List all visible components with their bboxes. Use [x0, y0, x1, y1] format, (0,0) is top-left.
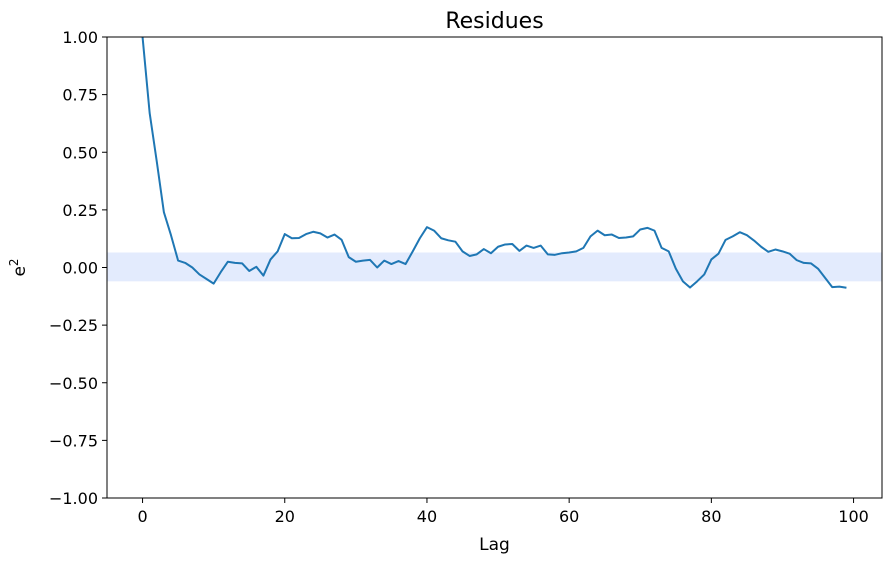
y-tick-label: −1.00 — [49, 489, 98, 508]
x-tick-label: 100 — [838, 507, 869, 526]
plot-area — [107, 37, 882, 289]
y-axis-label-base: e — [10, 266, 30, 276]
x-axis-label: Lag — [479, 535, 510, 555]
y-tick-label: −0.50 — [49, 374, 98, 393]
x-tick-label: 40 — [417, 507, 437, 526]
chart-title: Residues — [445, 9, 543, 34]
confidence-band — [107, 252, 882, 282]
x-tick-label: 80 — [701, 507, 721, 526]
y-tick-label: −0.75 — [49, 431, 98, 450]
y-axis-label: e2 — [7, 258, 30, 276]
y-tick-label: 1.00 — [62, 28, 98, 47]
y-tick-label: 0.75 — [62, 86, 98, 105]
y-tick-label: 0.00 — [62, 259, 98, 278]
y-axis-label-superscript: 2 — [7, 258, 21, 266]
x-tick-label: 60 — [559, 507, 579, 526]
y-tick-label: −0.25 — [49, 316, 98, 335]
axes: 0 20 40 60 80 100 −1.00 −0.75 −0.50 −0.25 0.00 0.25… — [49, 28, 883, 526]
y-tick-label: 0.50 — [62, 143, 98, 162]
x-tick-label: 20 — [275, 507, 295, 526]
series-line-0 — [141, 37, 847, 289]
y-tick-label: 0.25 — [62, 201, 98, 220]
x-tick-label: 0 — [137, 507, 147, 526]
